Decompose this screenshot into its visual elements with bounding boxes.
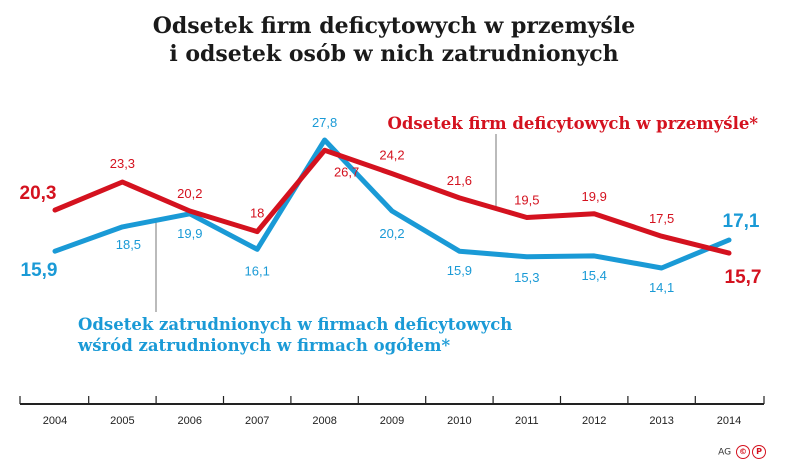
copyright-icon: © [736, 445, 750, 459]
data-label-firms: 19,5 [514, 193, 539, 208]
data-label-employed: 15,4 [582, 268, 607, 283]
data-label-employed: 19,9 [177, 226, 202, 241]
data-label-firms: 21,6 [447, 173, 472, 188]
x-tick-label: 2012 [582, 415, 606, 427]
x-tick-label: 2007 [245, 415, 269, 427]
p-icon: P [752, 445, 766, 459]
x-tick-label: 2009 [380, 415, 404, 427]
data-label-firms: 17,5 [649, 211, 674, 226]
data-label-employed: 27,8 [312, 115, 337, 130]
data-label-firms: 19,9 [582, 189, 607, 204]
legend-blue-line-1: Odsetek zatrudnionych w firmach deficyto… [78, 315, 513, 334]
data-label-employed: 15,9 [21, 260, 58, 281]
credit-text: AG [718, 447, 732, 458]
x-tick-label: 2011 [515, 415, 539, 427]
legend-blue-line-2: wśród zatrudnionych w firmach ogółem* [78, 336, 451, 355]
data-label-firms: 20,3 [20, 183, 57, 204]
data-label-employed: 15,3 [514, 270, 539, 285]
series-line-employed [52, 137, 732, 271]
x-tick-label: 2008 [312, 415, 336, 427]
legend-blue-series: Odsetek zatrudnionych w firmach deficyto… [78, 314, 512, 356]
data-label-firms: 18 [250, 206, 264, 221]
chart-title-line-2: i odsetek osób w nich zatrudnionych [169, 41, 619, 67]
data-label-firms: 26,7 [334, 164, 359, 179]
data-label-firms: 24,2 [379, 148, 404, 163]
data-label-firms: 20,2 [177, 186, 202, 201]
credit: AG © P [718, 445, 766, 459]
data-label-employed: 16,1 [245, 263, 270, 278]
series-line-firms [52, 147, 732, 256]
data-label-firms: 15,7 [725, 267, 762, 288]
legend-red-series: Odsetek firm deficytowych w przemyśle* [387, 114, 758, 133]
data-label-employed: 14,1 [649, 280, 674, 295]
x-tick-label: 2006 [178, 415, 202, 427]
x-tick-label: 2005 [110, 415, 134, 427]
data-label-firms: 23,3 [110, 156, 135, 171]
x-tick-label: 2010 [447, 415, 471, 427]
data-label-employed: 15,9 [447, 263, 472, 278]
data-label-employed: 20,2 [379, 226, 404, 241]
chart-title-line-1: Odsetek firm deficytowych w przemyśle [152, 13, 636, 39]
data-label-employed: 18,5 [116, 237, 141, 252]
x-tick-label: 2004 [43, 415, 67, 427]
x-tick-label: 2013 [649, 415, 673, 427]
x-tick-label: 2014 [717, 415, 741, 427]
data-label-employed: 17,1 [723, 211, 760, 232]
